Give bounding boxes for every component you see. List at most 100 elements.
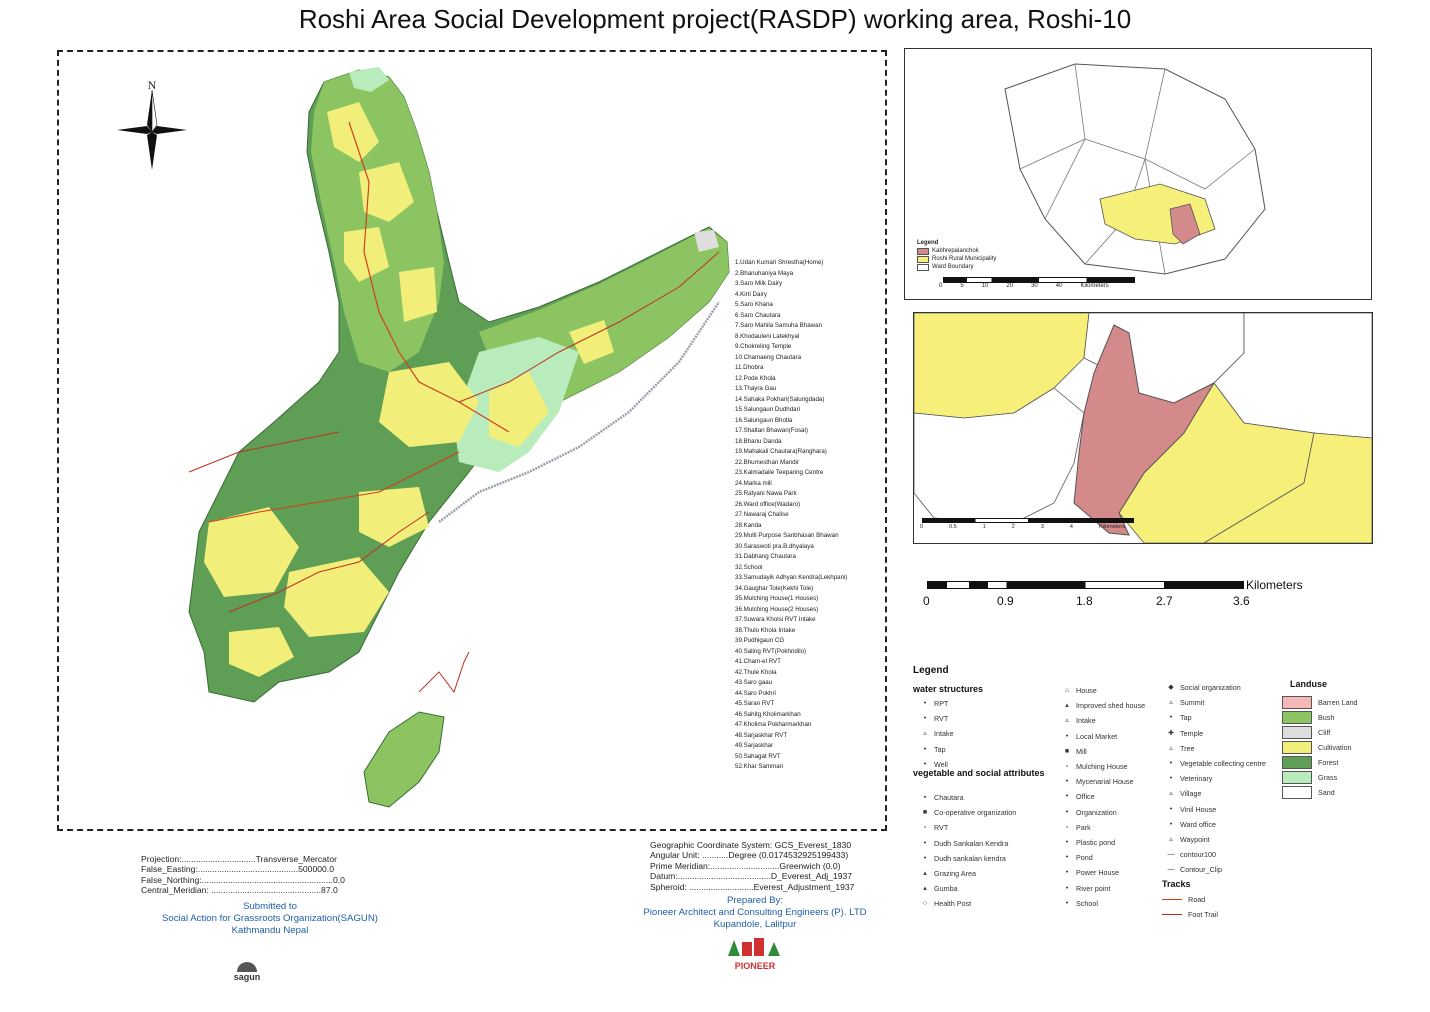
legend-symbol-icon: ▴ [1065,702,1069,710]
legend-label: Forest [1318,758,1339,767]
scalebar-unit: Kilometers [1246,578,1303,592]
submitted-line-3: Kathmandu Nepal [231,925,309,936]
legend-label: Mycenarial House [1076,777,1134,787]
legend-item: ▴ Improved shed house [1058,698,1145,713]
map-area-cliff [694,230,719,252]
legend-label: Chautara [934,793,964,802]
place-list-item: 28.Kanda [735,521,762,529]
map-area-cultivation-6 [489,372,549,447]
place-list-item: 7.Saro Mahila Samuha Bhawan [735,322,823,329]
legend-item: • RVT [916,711,954,726]
legend-item: • RPT [916,696,954,711]
place-list-item: 35.Mulching House(1 Houses) [735,595,819,602]
legend-item: — Contour_Clip [1162,862,1266,877]
prepared-by: Prepared By: Pioneer Architect and Consu… [600,895,910,931]
projection-info: Projection:.............................… [141,854,345,896]
legend-label: Grass [1318,773,1338,782]
submitted-to: Submitted to Social Action for Grassroot… [120,901,420,937]
place-list-item: 48.Sarjaskhar RVT [735,731,788,739]
legend-item: • Office [1058,789,1145,804]
district-map [1004,63,1266,275]
legend-symbol-icon: • [1065,839,1069,847]
place-list-item: 44.Saro Pokhri [735,689,776,697]
projection-line: Central_Meridian: ......................… [141,885,338,896]
map-area-cultivation-11 [569,320,614,364]
place-list-item: 40.Saling RVT(Pokhridilo) [735,647,807,655]
place-list-item: 43.Saro gaau [735,679,773,686]
coord-line: Angular Unit: ...........Degree (0.01745… [650,850,849,861]
legend-label: Well [934,759,948,769]
inset-district-map: Legend Kabhrepalanchok Roshi Rural Munic… [904,48,1372,300]
place-list-item: 32.School [735,563,763,571]
legend-symbol-icon: ▫ [923,824,927,832]
place-list-item: 4.Kirti Dairy [735,290,767,298]
legend-item: • Dudh Sankalan Kendra [916,836,1016,851]
legend-item: ⌂ House [1058,683,1145,698]
inset1-legend-swatch-1 [917,247,929,255]
map-area-grass-north [349,67,389,92]
legend-label: Intake [1076,716,1096,726]
inset1-legend: Legend Kabhrepalanchok Roshi Rural Munic… [917,239,996,271]
legend-item: ◆ Social organization [1162,680,1266,695]
place-list-item: 16.Salungaun Bhotla [735,416,793,424]
place-list-item: 25.Ratyani Nawa Park [735,490,797,497]
landuse-item: Forest [1282,755,1358,770]
scalebar-tick: 2.7 [1156,594,1173,608]
inset1-legend-swatch-2 [917,255,929,263]
legend-symbol-icon: — [1167,851,1175,859]
place-list-item: 10.Chamaeng Chautara [735,353,802,361]
landuse-item: Bush [1282,710,1358,725]
legend-item: ▵ Summit [1162,695,1266,710]
main-map-frame: N [57,50,887,831]
legend-symbol-icon: ■ [922,809,928,817]
legend-symbol-icon: • [1065,854,1069,862]
pioneer-logo: PIONEER [722,936,788,971]
inset1-legend-item-3: Ward Boundary [932,264,974,270]
coordinate-system-info: Geographic Coordinate System: GCS_Everes… [650,840,854,892]
legend-item: • Tap [1162,710,1266,725]
legend-item: • Organization [1058,805,1145,820]
legend-item: ▴ Grazing Area [916,866,1016,881]
legend-item: ▵ Tree [1162,741,1266,756]
place-list-item: 52.Khar Samman [735,763,784,770]
legend-symbol-icon: ▵ [923,730,927,738]
north-arrow: N [117,78,187,170]
legend-symbol-icon: ▴ [923,870,927,878]
map-road-1 [348,121,510,433]
legend-item: • Tap [916,742,954,757]
submitted-line-2: Social Action for Grassroots Organizatio… [162,913,378,924]
north-label: N [147,78,157,92]
scalebar [927,581,1244,589]
inset1-tick: 5 [960,283,964,289]
map-river [438,301,721,523]
legend-symbol-icon: • [923,745,927,753]
legend-symbol-icon: • [923,760,927,768]
legend-label: Dudh sankalan kendra [934,853,1006,863]
legend-symbol-icon: • [1065,884,1069,892]
place-list-item: 33.Samudayik Adhyan Kendra(Lekhpani) [735,574,848,581]
legend-symbol-icon: ▴ [923,885,927,893]
legend-item: ○ Health Post [916,896,1016,911]
legend-symbol-icon: • [923,854,927,862]
place-list-item: 13.Thayra Gau [735,385,777,392]
inset2-tick: 0.5 [949,524,957,530]
legend-item: • River point [1058,881,1145,896]
legend-label: Improved shed house [1076,701,1146,711]
legend-label: Village [1180,789,1202,799]
inset1-scalebar [943,277,1135,283]
landuse-item: Grass [1282,770,1358,785]
landuse-swatch [1282,756,1312,769]
map-road-5 [188,431,340,473]
district-inner-lines [1019,63,1256,275]
legend-symbol-icon: • [1065,778,1069,786]
legend-item: ▵ Village [1162,786,1266,801]
legend-item: ▵ Waypoint [1162,832,1266,847]
coord-line: Datum:..................................… [650,871,853,882]
legend-landuse-list: Barren Land Bush Cliff Cultivation Forest Gra… [1282,695,1358,800]
ward-map [913,312,1373,544]
map-area-south-lobe [363,711,445,808]
legend-label: Ward office [1180,819,1216,829]
legend-symbol-icon: • [1065,808,1069,816]
legend-item: • Ward office [1162,817,1266,832]
inset2-tick: 2 [1011,524,1015,530]
